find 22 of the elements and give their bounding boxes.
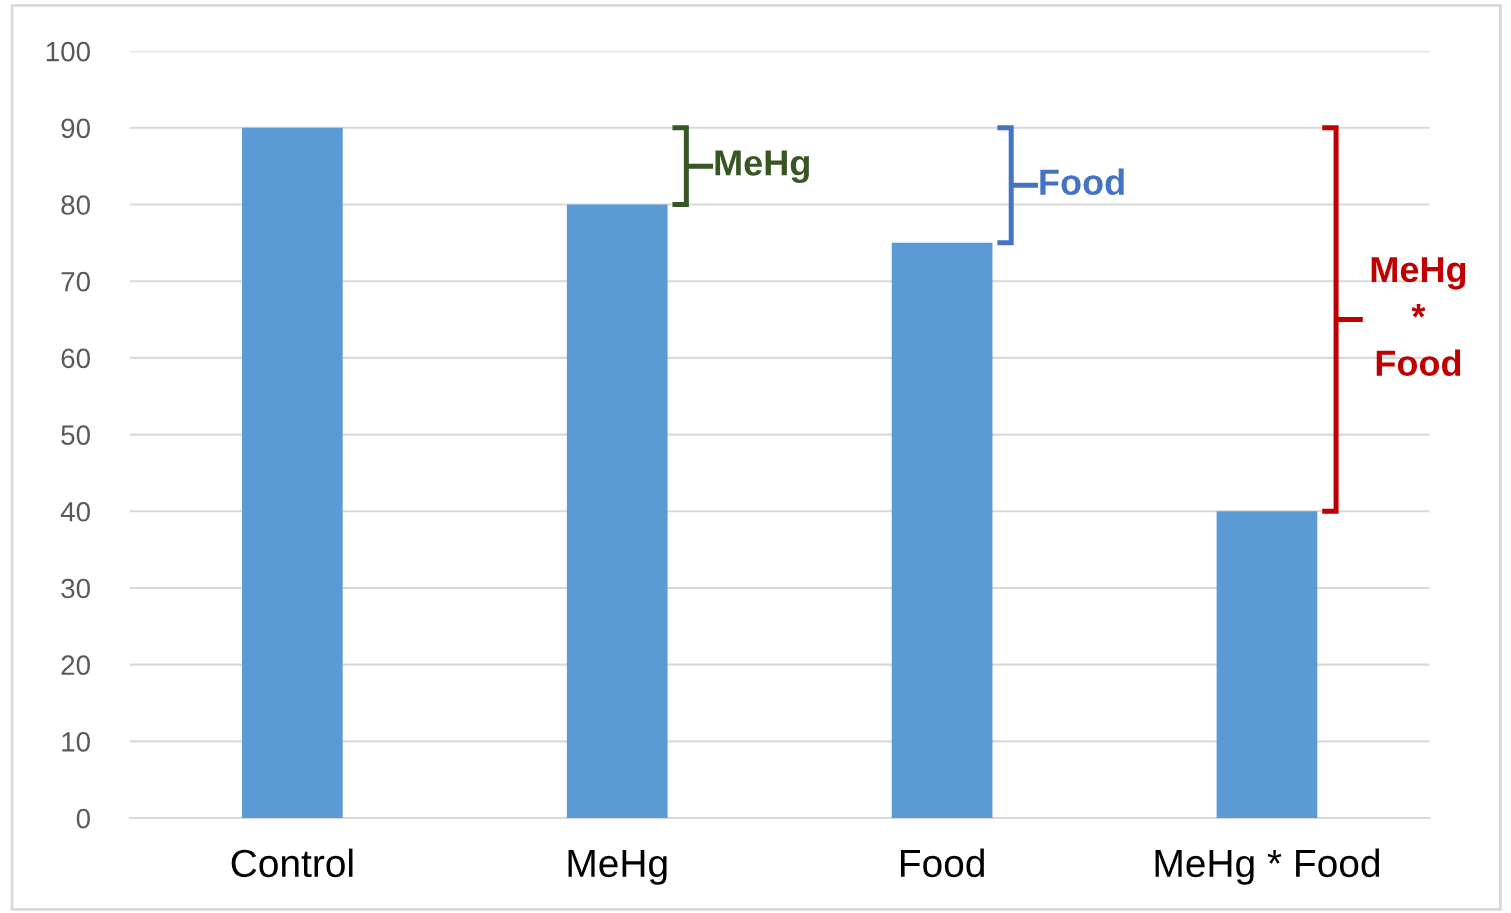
x-tick-label: Food (900, 848, 984, 878)
bar (566, 204, 668, 819)
bar (1216, 511, 1318, 819)
bar (242, 127, 343, 819)
y-tick-label: 50 (61, 425, 90, 445)
y-tick-label: 70 (61, 271, 90, 292)
x-tick-label: Control (231, 848, 353, 878)
bar (891, 242, 993, 819)
y-tick-label: 60 (61, 348, 90, 369)
y-tick-label: 80 (61, 195, 90, 215)
x-tick-label: MeHg (568, 850, 667, 885)
y-tick-label: 10 (62, 732, 90, 752)
y-tick-label: 0 (76, 808, 90, 829)
annotation: MeHg * Food (1371, 257, 1466, 376)
y-tick-label: 40 (60, 501, 90, 522)
y-tick-label: 20 (61, 655, 90, 675)
annotation: MeHg (715, 150, 809, 183)
y-tick-label: 100 (46, 41, 90, 62)
x-tick-label: MeHg * Food (1155, 848, 1380, 885)
annotation: Food (1040, 168, 1124, 196)
y-tick-label: 30 (61, 578, 90, 599)
y-tick-label: 90 (61, 118, 90, 139)
